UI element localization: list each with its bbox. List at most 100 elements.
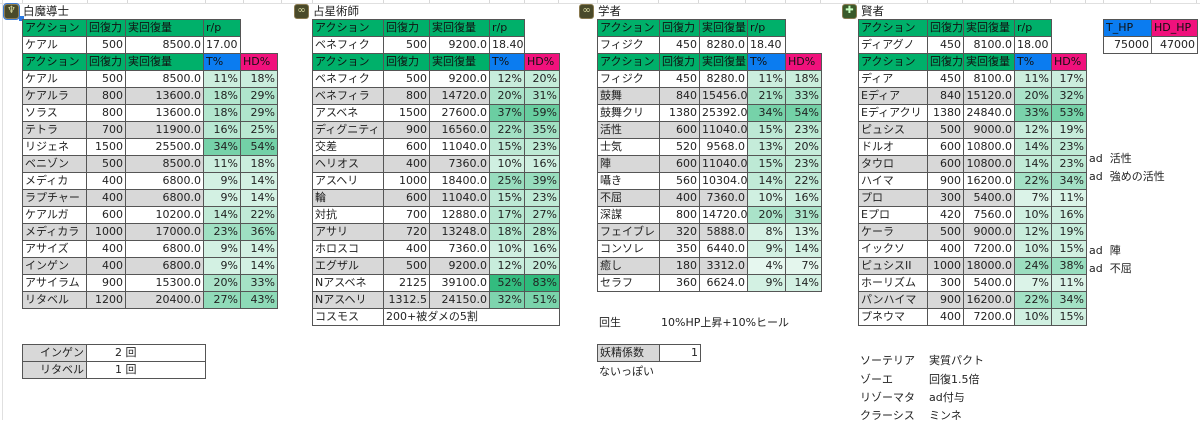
actual-heal[interactable]: 10304.0 — [699, 172, 748, 190]
t-percent[interactable]: 21% — [747, 87, 786, 105]
hd-percent[interactable]: 39% — [524, 172, 560, 190]
action-name[interactable]: タウロ — [858, 155, 928, 173]
hd-percent[interactable]: 29% — [240, 87, 278, 105]
action-name[interactable]: イックソ — [858, 240, 928, 258]
hd-percent[interactable]: 22% — [240, 206, 278, 224]
ratio-rp[interactable]: 18.40 — [747, 36, 786, 54]
hd-percent[interactable]: 27% — [524, 206, 560, 224]
action-name[interactable]: ホロスコ — [312, 240, 384, 258]
heal-power[interactable]: 450 — [659, 36, 700, 54]
heal-power[interactable]: 800 — [383, 87, 430, 105]
heal-power[interactable]: 500 — [383, 257, 430, 275]
actual-heal[interactable]: 7360.0 — [699, 189, 748, 207]
hd-percent[interactable]: 83% — [524, 274, 560, 292]
t-percent[interactable]: 15% — [489, 138, 525, 156]
heal-power[interactable]: 500 — [86, 70, 126, 88]
action-name[interactable]: Nアスベネ — [312, 274, 384, 292]
actual-heal[interactable]: 16200.0 — [963, 172, 1015, 190]
action-name[interactable]: メディカラ — [22, 223, 87, 241]
actual-heal[interactable]: 20400.0 — [125, 291, 204, 309]
action-name[interactable]: アサイズ — [22, 240, 87, 258]
t-percent[interactable]: 12% — [489, 70, 525, 88]
heal-power[interactable]: 560 — [659, 172, 700, 190]
action-name[interactable]: ベネフィラ — [312, 87, 384, 105]
action-name[interactable]: 鼓舞 — [597, 87, 660, 105]
heal-power[interactable]: 450 — [927, 36, 964, 54]
hd-percent[interactable]: 18% — [240, 155, 278, 173]
t-percent[interactable]: 17% — [489, 206, 525, 224]
hd-percent[interactable]: 14% — [240, 189, 278, 207]
heal-power[interactable]: 400 — [927, 308, 964, 326]
hd-percent[interactable]: 19% — [1051, 223, 1087, 241]
actual-heal[interactable]: 13600.0 — [125, 87, 204, 105]
heal-power[interactable]: 840 — [927, 87, 964, 105]
hd-percent[interactable]: 23% — [1051, 155, 1087, 173]
action-name[interactable]: ベネフィク — [312, 36, 384, 54]
hd-percent[interactable]: 11% — [1051, 189, 1087, 207]
heal-power[interactable]: 1380 — [927, 104, 964, 122]
action-name[interactable]: アスベネ — [312, 104, 384, 122]
hd-percent[interactable]: 23% — [524, 138, 560, 156]
heal-power[interactable]: 600 — [659, 121, 700, 139]
heal-power[interactable]: 600 — [383, 138, 430, 156]
action-name[interactable]: リジェネ — [22, 138, 87, 156]
heal-power[interactable]: 180 — [659, 257, 700, 275]
t-percent[interactable]: 34% — [203, 138, 241, 156]
hd-percent[interactable]: 20% — [785, 138, 822, 156]
t-percent[interactable]: 9% — [747, 240, 786, 258]
heal-power[interactable]: 320 — [659, 223, 700, 241]
actual-heal[interactable]: 12880.0 — [429, 206, 490, 224]
action-name[interactable]: プネウマ — [858, 308, 928, 326]
actual-heal[interactable]: 9200.0 — [429, 36, 490, 54]
action-name[interactable]: ドルオ — [858, 138, 928, 156]
action-name[interactable]: コスモス — [312, 308, 384, 326]
actual-heal[interactable]: 15120.0 — [963, 87, 1015, 105]
actual-heal[interactable]: 39100.0 — [429, 274, 490, 292]
hd-percent[interactable]: 23% — [785, 121, 822, 139]
hd-percent[interactable]: 36% — [240, 223, 278, 241]
actual-heal[interactable]: 14720.0 — [429, 87, 490, 105]
t-percent[interactable]: 20% — [489, 87, 525, 105]
hd-percent[interactable]: 31% — [785, 206, 822, 224]
heal-power[interactable]: 500 — [383, 36, 430, 54]
heal-power[interactable]: 400 — [927, 240, 964, 258]
t-percent[interactable]: 22% — [1014, 291, 1052, 309]
action-name[interactable]: ピュシスII — [858, 257, 928, 275]
actual-heal[interactable]: 18000.0 — [963, 257, 1015, 275]
t-percent[interactable]: 9% — [747, 274, 786, 292]
t-percent[interactable]: 9% — [203, 257, 241, 275]
hd-percent[interactable]: 15% — [1051, 308, 1087, 326]
action-name[interactable]: リタベル — [22, 291, 87, 309]
t-percent[interactable]: 10% — [747, 189, 786, 207]
heal-power[interactable]: 1380 — [659, 104, 700, 122]
actual-heal[interactable]: 8280.0 — [699, 70, 748, 88]
hd-percent[interactable]: 7% — [785, 257, 822, 275]
action-name[interactable]: ディグニティ — [312, 121, 384, 139]
hd-percent[interactable]: 22% — [785, 172, 822, 190]
ratio-rp[interactable]: 18.40 — [489, 36, 525, 54]
actual-heal[interactable]: 11040.0 — [699, 121, 748, 139]
heal-power[interactable]: 350 — [659, 240, 700, 258]
heal-power[interactable]: 300 — [927, 274, 964, 292]
actual-heal[interactable]: 27600.0 — [429, 104, 490, 122]
heal-power[interactable]: 300 — [927, 189, 964, 207]
action-name[interactable]: 癒し — [597, 257, 660, 275]
action-name[interactable]: ケーラ — [858, 223, 928, 241]
action-name[interactable]: アサリ — [312, 223, 384, 241]
actual-heal[interactable]: 5888.0 — [699, 223, 748, 241]
action-name[interactable]: コンソレ — [597, 240, 660, 258]
heal-power[interactable]: 840 — [659, 87, 700, 105]
action-name[interactable]: ラプチャー — [22, 189, 87, 207]
hd-percent[interactable]: 54% — [240, 138, 278, 156]
actual-heal[interactable]: 10800.0 — [963, 138, 1015, 156]
hd-percent[interactable]: 14% — [240, 240, 278, 258]
heal-power[interactable]: 1500 — [383, 104, 430, 122]
actual-heal[interactable]: 8500.0 — [125, 36, 204, 54]
hd-percent[interactable]: 28% — [524, 223, 560, 241]
hd-percent[interactable]: 14% — [240, 172, 278, 190]
heal-power[interactable]: 420 — [927, 206, 964, 224]
t-percent[interactable]: 27% — [203, 291, 241, 309]
heal-power[interactable]: 500 — [86, 155, 126, 173]
cell-selection-handle[interactable] — [19, 16, 24, 21]
hd-percent[interactable]: 20% — [524, 70, 560, 88]
